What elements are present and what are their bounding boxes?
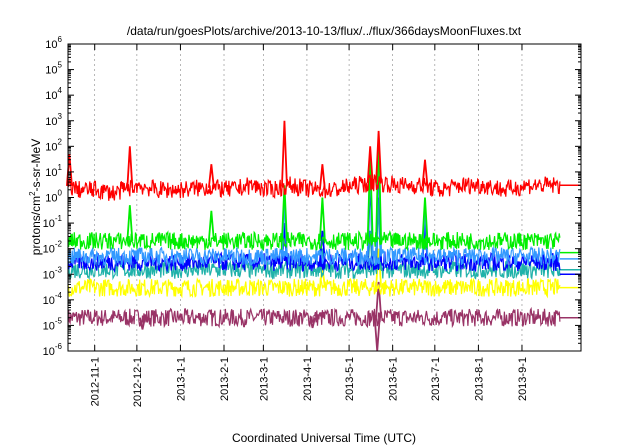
series-spike: [375, 281, 383, 318]
chart-title: /data/run/goesPlots/archive/2013-10-13/f…: [127, 24, 522, 38]
series-spike: [421, 197, 429, 242]
series-line: [67, 277, 561, 299]
x-tick-label: 2013-2-1: [219, 357, 231, 401]
y-tick-label: 102: [45, 137, 62, 153]
y-tick-label: 10-6: [43, 342, 63, 358]
x-tick-label: 2013-8-1: [473, 357, 485, 401]
x-axis-label: Coordinated Universal Time (UTC): [232, 431, 416, 445]
y-tick-label: 104: [45, 86, 62, 102]
series-1: [67, 248, 581, 299]
series-6: [66, 120, 581, 201]
x-tick-label: 2013-5-1: [344, 357, 356, 401]
series-spike: [126, 146, 134, 188]
series-line: [67, 245, 561, 268]
y-tick-label: 105: [45, 61, 62, 77]
x-tick-label: 2013-7-1: [430, 357, 442, 401]
series-spike: [139, 317, 146, 330]
y-axis-label-superscript: 2: [28, 191, 37, 196]
x-tick-label: 2013-4-1: [302, 357, 314, 401]
series-spike: [207, 210, 215, 242]
series-spike: [207, 164, 215, 188]
series-line: [67, 306, 561, 329]
series-spike: [375, 130, 383, 183]
x-tick-label: 2012-12-1: [132, 357, 144, 407]
series-line: [67, 229, 561, 252]
series-line: [67, 173, 561, 201]
y-tick-label: 10-2: [43, 240, 63, 256]
x-tick-label: 2013-9-1: [517, 357, 529, 401]
y-axis-label-part: protons/cm: [29, 196, 43, 255]
series-spike: [126, 205, 134, 242]
series-spike: [281, 120, 288, 187]
y-tick-label: 10-4: [43, 291, 63, 307]
axis-ticks: 10-6 10-5 10-4 10-3 10-2 10-1 100 101 102 103 104 1…: [43, 35, 581, 407]
series-spike: [421, 159, 429, 187]
y-tick-label: 106: [45, 35, 62, 51]
series-spike: [375, 248, 383, 288]
y-axis-label-part: -s-sr-MeV: [29, 139, 43, 192]
y-tick-label: 10-1: [43, 214, 63, 230]
x-tick-label: 2013-3-1: [258, 357, 270, 401]
series-spike: [281, 185, 288, 242]
y-tick-label: 100: [45, 189, 62, 205]
y-tick-label: 10-3: [43, 265, 63, 281]
x-tick-label: 2013-6-1: [388, 357, 400, 401]
series-lines: [66, 120, 581, 352]
series-spike: [366, 146, 374, 184]
y-axis-label: protons/cm2-s-sr-MeV: [28, 139, 43, 255]
x-tick-label: 2012-11-1: [90, 357, 102, 406]
series-line: [67, 258, 561, 281]
y-tick-label: 10-5: [43, 316, 63, 332]
series-spike: [309, 317, 316, 329]
y-tick-label: 101: [45, 163, 62, 179]
x-tick-label: 2013-1-1: [175, 357, 187, 401]
series-spike: [318, 164, 326, 190]
grid-lines: [94, 44, 523, 351]
series-spike: [318, 197, 326, 242]
y-tick-label: 103: [45, 112, 62, 128]
plot-frame: [67, 43, 582, 352]
